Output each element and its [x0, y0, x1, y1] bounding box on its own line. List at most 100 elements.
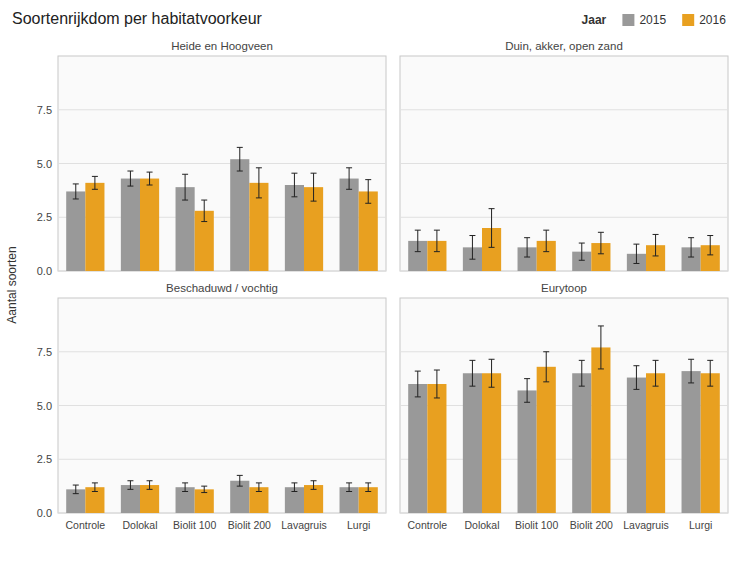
panel: EurytoopControleDolokalBiolit 100Biolit … [400, 282, 728, 531]
error-line [710, 236, 711, 255]
error-cap [653, 234, 659, 235]
subplot-title: Heide en Hoogveen [171, 40, 273, 52]
error-line [239, 475, 240, 486]
marks [408, 209, 720, 271]
error-cap [653, 360, 659, 361]
error-bar [543, 230, 549, 252]
error-cap [201, 486, 207, 487]
error-bar [543, 352, 549, 382]
bar [646, 373, 665, 513]
error-line [75, 184, 76, 199]
grid-line [400, 405, 728, 406]
x-tick-label: Lavagruis [281, 519, 327, 531]
error-cap [92, 176, 98, 177]
legend-label: 2015 [639, 13, 666, 27]
y-axis-label: Aantal soorten [5, 246, 19, 323]
bar [285, 487, 304, 513]
error-cap [469, 386, 475, 387]
error-cap [346, 167, 352, 168]
error-cap [365, 491, 371, 492]
error-bar [415, 230, 421, 252]
x-tick-label: Biolit 100 [515, 519, 558, 531]
error-cap [127, 480, 133, 481]
error-cap [489, 387, 495, 388]
error-line [204, 486, 205, 492]
error-cap [469, 259, 475, 260]
error-bar [92, 176, 98, 189]
error-line [239, 147, 240, 171]
error-cap [633, 244, 639, 245]
error-line [491, 209, 492, 248]
error-cap [237, 486, 243, 487]
error-bar [434, 230, 440, 252]
error-line [600, 232, 601, 254]
plot-area [400, 298, 728, 513]
bar [701, 373, 720, 513]
y-tick-label: 7.5 [37, 346, 52, 358]
x-tick-label: Lavagruis [623, 519, 669, 531]
error-cap [182, 482, 188, 483]
error-cap [434, 397, 440, 398]
error-bar [579, 360, 585, 386]
error-bar [346, 168, 352, 190]
y-tick-label: 5.0 [37, 158, 52, 170]
error-line [655, 234, 656, 256]
error-cap [127, 171, 133, 172]
marks [66, 147, 378, 271]
bar [482, 373, 501, 513]
error-cap [579, 260, 585, 261]
plot-area [58, 298, 386, 513]
error-cap [256, 167, 262, 168]
legend-title: Jaar [582, 13, 607, 27]
error-cap [256, 482, 262, 483]
grid-line [58, 459, 386, 460]
grid-line [400, 217, 728, 218]
error-bar [469, 236, 475, 260]
error-bar [365, 180, 371, 204]
error-bar [524, 379, 530, 403]
error-cap [688, 237, 694, 238]
error-line [491, 359, 492, 387]
bar [340, 487, 359, 513]
error-cap [543, 351, 549, 352]
error-line [527, 238, 528, 257]
grid-line [58, 405, 386, 406]
plot-area [58, 56, 386, 271]
bar [340, 179, 359, 271]
y-tick-label: 7.5 [37, 104, 52, 116]
bar [195, 489, 214, 513]
error-cap [707, 235, 713, 236]
error-cap [598, 325, 604, 326]
error-cap [311, 201, 317, 202]
bar [408, 384, 427, 513]
error-cap [434, 251, 440, 252]
error-cap [434, 230, 440, 231]
error-cap [707, 360, 713, 361]
grid-line [400, 351, 728, 352]
error-cap [688, 257, 694, 258]
error-line [546, 230, 547, 252]
error-bar [182, 174, 188, 200]
error-bar [346, 483, 352, 492]
error-cap [543, 251, 549, 252]
error-line [636, 244, 637, 263]
error-cap [434, 370, 440, 371]
error-cap [489, 247, 495, 248]
title: Soortenrijkdom per habitatvoorkeur [12, 10, 263, 27]
error-line [655, 360, 656, 386]
error-cap [688, 382, 694, 383]
error-line [185, 483, 186, 492]
panel: Duin, akker, open zand [400, 40, 728, 271]
error-cap [365, 203, 371, 204]
error-bar [291, 173, 297, 197]
error-line [472, 360, 473, 386]
error-line [94, 483, 95, 492]
error-cap [73, 485, 79, 486]
error-line [349, 168, 350, 190]
error-line [472, 236, 473, 260]
error-cap [633, 365, 639, 366]
error-bar [598, 326, 604, 369]
error-bar [147, 481, 153, 490]
error-bar [237, 475, 243, 486]
x-tick-label: Controle [65, 519, 105, 531]
